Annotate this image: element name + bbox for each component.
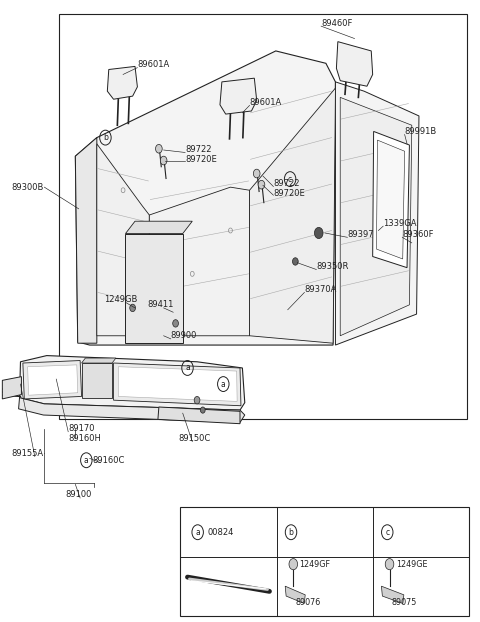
Polygon shape <box>220 78 257 114</box>
Text: 89601A: 89601A <box>137 60 169 69</box>
Polygon shape <box>2 377 22 399</box>
Text: a: a <box>84 456 89 465</box>
Polygon shape <box>340 98 412 336</box>
Circle shape <box>173 320 179 327</box>
Text: 1249GF: 1249GF <box>300 560 331 569</box>
Polygon shape <box>382 586 404 603</box>
Text: 89900: 89900 <box>171 332 197 340</box>
Text: 89100: 89100 <box>66 490 92 499</box>
Text: 89170: 89170 <box>68 424 95 433</box>
Text: 89150C: 89150C <box>178 434 210 443</box>
Text: 89601A: 89601A <box>250 98 282 107</box>
Text: 89075: 89075 <box>392 598 417 608</box>
Text: 89720E: 89720E <box>185 155 217 164</box>
Text: 89720E: 89720E <box>274 189 305 198</box>
Text: 1249GE: 1249GE <box>396 560 427 569</box>
Polygon shape <box>149 187 250 336</box>
Circle shape <box>194 396 200 404</box>
Polygon shape <box>20 356 245 410</box>
Text: 89160H: 89160H <box>68 434 101 443</box>
Polygon shape <box>108 67 137 100</box>
Polygon shape <box>336 82 419 345</box>
Text: b: b <box>288 527 293 537</box>
Text: c: c <box>288 175 292 183</box>
Bar <box>59 14 467 419</box>
Text: 89991B: 89991B <box>405 127 437 136</box>
Text: 89300B: 89300B <box>11 183 43 192</box>
Text: c: c <box>385 527 389 537</box>
Circle shape <box>130 304 135 312</box>
Text: 89397: 89397 <box>348 230 374 239</box>
Text: 89411: 89411 <box>147 300 173 309</box>
Text: 89722: 89722 <box>185 145 212 154</box>
Polygon shape <box>118 367 237 401</box>
Polygon shape <box>23 361 82 399</box>
Polygon shape <box>82 358 116 363</box>
Polygon shape <box>75 51 336 345</box>
Bar <box>180 508 469 616</box>
Polygon shape <box>28 365 78 395</box>
Text: a: a <box>185 363 190 373</box>
Circle shape <box>200 407 205 413</box>
Polygon shape <box>336 42 372 86</box>
Text: a: a <box>195 527 200 537</box>
Text: b: b <box>103 133 108 142</box>
Circle shape <box>253 169 260 178</box>
Circle shape <box>258 180 265 189</box>
Circle shape <box>160 156 167 165</box>
Text: 1249GB: 1249GB <box>104 295 137 304</box>
Polygon shape <box>376 140 405 259</box>
Polygon shape <box>285 586 305 603</box>
Text: 00824: 00824 <box>207 527 234 537</box>
Text: 89460F: 89460F <box>321 19 352 27</box>
Polygon shape <box>250 88 336 343</box>
Polygon shape <box>82 363 112 397</box>
Circle shape <box>385 559 394 570</box>
Polygon shape <box>75 137 97 343</box>
Text: 89076: 89076 <box>296 598 321 608</box>
Circle shape <box>156 144 162 153</box>
Circle shape <box>289 559 298 570</box>
Polygon shape <box>97 144 149 336</box>
Polygon shape <box>125 221 192 234</box>
Text: 89722: 89722 <box>274 179 300 188</box>
Circle shape <box>314 228 323 239</box>
Text: 89360F: 89360F <box>402 230 434 239</box>
Text: 1339GA: 1339GA <box>383 218 417 228</box>
Text: 89370A: 89370A <box>304 285 337 294</box>
Polygon shape <box>158 407 240 424</box>
Circle shape <box>292 258 298 265</box>
Text: a: a <box>221 379 226 389</box>
Polygon shape <box>114 363 241 406</box>
Polygon shape <box>372 131 409 267</box>
Text: 89350R: 89350R <box>316 262 349 271</box>
Polygon shape <box>19 397 245 422</box>
Text: 89155A: 89155A <box>11 449 43 458</box>
Polygon shape <box>125 234 183 343</box>
Text: 89160C: 89160C <box>92 456 124 465</box>
